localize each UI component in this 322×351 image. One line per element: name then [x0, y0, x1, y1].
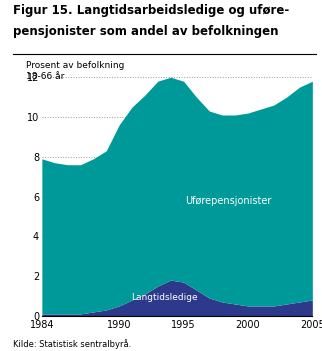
Text: 18-66 år: 18-66 år — [26, 72, 64, 81]
Text: Prosent av befolkning: Prosent av befolkning — [26, 61, 124, 71]
Text: Figur 15. Langtidsarbeidsledige og uføre-: Figur 15. Langtidsarbeidsledige og uføre… — [13, 4, 289, 16]
Text: Kilde: Statistisk sentralbyrå.: Kilde: Statistisk sentralbyrå. — [13, 339, 131, 349]
Text: Langtidsledige: Langtidsledige — [131, 292, 197, 302]
Text: Uførepensjonister: Uførepensjonister — [185, 196, 272, 206]
Text: pensjonister som andel av befolkningen: pensjonister som andel av befolkningen — [13, 25, 279, 38]
